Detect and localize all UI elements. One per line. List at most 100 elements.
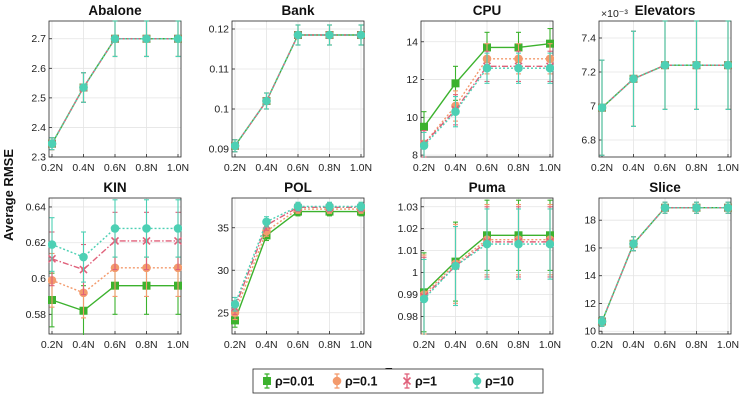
data-point — [420, 122, 428, 131]
x-tick-label: 0.6N — [654, 162, 676, 174]
data-point — [173, 224, 182, 233]
data-point — [723, 203, 732, 213]
series-line — [423, 243, 550, 300]
x-tick-label: 0.2N — [41, 162, 63, 174]
data-point — [545, 63, 554, 73]
panel-elevators: Elevators ×10⁻³ 6.8 7 7.2 7.4 0.2N 0.4N 0.6N 0.8N… — [581, 3, 739, 174]
plot-series — [48, 199, 182, 335]
data-point — [173, 34, 182, 44]
x-tick-label: 0.6N — [104, 339, 126, 351]
panel-title: POL — [284, 180, 312, 195]
y-tick-label: 10 — [406, 112, 418, 124]
x-tick-label: 0.4N — [622, 162, 644, 174]
data-point — [692, 203, 701, 213]
x-tick-label: 0.6N — [104, 162, 126, 174]
data-point — [79, 83, 88, 92]
y-tick-label: 0.6 — [31, 273, 46, 285]
x-tick-label: 0.2N — [413, 339, 435, 351]
x-tick-label: 0.4N — [622, 339, 644, 351]
plot-series — [598, 20, 732, 156]
data-point — [692, 60, 701, 70]
series-4 — [598, 20, 732, 156]
data-point — [723, 60, 732, 70]
data-point — [356, 202, 365, 211]
x-tick-label: 0.6N — [476, 339, 498, 351]
x-tick-label: 0.8N — [685, 339, 707, 351]
y-tick-label: 0.12 — [209, 24, 230, 36]
x-tick-label: 0.8N — [318, 162, 340, 174]
y-tick-label: 7.2 — [581, 67, 596, 79]
panel-cpu: CPU 8 10 12 14 0.2N 0.4N 0.6N 0.8N 1.0N — [406, 3, 561, 174]
data-point — [293, 30, 303, 40]
plot-series — [598, 201, 732, 327]
x-tick-label: 1.0N — [167, 339, 189, 351]
series-line — [234, 34, 361, 147]
x-tick-label: 0.4N — [72, 162, 94, 174]
data-point — [482, 63, 492, 73]
y-tick-label: 1 — [412, 267, 418, 279]
data-point — [325, 30, 334, 40]
series-4 — [231, 201, 365, 312]
panel-puma: Puma 0.98 0.99 1 1.01 1.02 1.03 0.2N 0.4N 0.6N 0.8… — [398, 180, 562, 351]
data-point — [514, 239, 523, 249]
x-tick-label: 0.6N — [287, 162, 309, 174]
x-tick-label: 0.2N — [591, 162, 613, 174]
data-point — [325, 202, 334, 211]
y-tick-label: 2.6 — [31, 63, 46, 75]
data-point — [451, 107, 460, 116]
data-point — [110, 224, 120, 233]
y-tick-label: 30 — [217, 265, 229, 277]
panel-kin: KIN 0.58 0.6 0.62 0.64 0.2N 0.4N 0.6N 0.8N 1.0N — [26, 180, 190, 351]
legend-label: ρ=1 — [415, 375, 437, 389]
data-point — [231, 299, 240, 309]
panel-slice: Slice 10 12 14 16 18 0.2N 0.4N 0.6N 0.8N 1.0N — [584, 180, 739, 351]
y-tick-label: 7 — [590, 101, 596, 113]
legend-entry: ρ=0.01 — [263, 373, 314, 389]
data-point — [262, 217, 271, 227]
plot-series — [420, 199, 554, 335]
x-tick-label: 0.2N — [591, 339, 613, 351]
legend-entry: ρ=10 — [472, 373, 514, 389]
legend-entry: ρ=1 — [402, 373, 437, 389]
series-line — [51, 240, 178, 271]
y-tick-label: 2.3 — [31, 152, 46, 164]
y-tick-label: 8 — [412, 150, 418, 162]
panels: Abalone 2.3 2.4 2.5 2.6 2.7 0.2N 0.4N 0.6N 0.8N 1.… — [26, 3, 740, 351]
x-tick-label: 0.2N — [413, 162, 435, 174]
y-tick-label: 18 — [584, 215, 596, 227]
y-tick-label: 0.99 — [398, 289, 419, 301]
y-tick-label: 7.4 — [581, 33, 596, 45]
y-tick-label: 10 — [584, 326, 596, 338]
legend-entry: ρ=0.1 — [332, 373, 377, 389]
panel-title: Bank — [281, 3, 315, 18]
data-point — [356, 30, 365, 40]
x-tick-label: 0.4N — [72, 339, 94, 351]
series-line — [234, 205, 361, 305]
axis-exponent: ×10⁻³ — [601, 8, 628, 20]
y-tick-label: 2.5 — [31, 92, 46, 104]
x-tick-label: 1.0N — [717, 162, 739, 174]
plot-series — [231, 201, 365, 328]
data-point — [545, 239, 554, 249]
x-tick-label: 1.0N — [539, 162, 561, 174]
data-point — [451, 79, 460, 88]
data-point — [110, 34, 120, 44]
y-tick-label: 16 — [584, 242, 596, 254]
plot-series — [48, 20, 182, 151]
y-tick-label: 2.4 — [31, 122, 46, 134]
y-tick-label: 0.62 — [26, 237, 47, 249]
x-tick-label: 0.6N — [287, 339, 309, 351]
x-tick-label: 1.0N — [539, 339, 561, 351]
data-point — [629, 239, 638, 249]
panel-title: KIN — [103, 180, 126, 195]
x-tick-label: 0.8N — [135, 162, 157, 174]
data-point — [514, 63, 523, 73]
plot-series — [231, 24, 365, 153]
x-tick-label: 0.8N — [507, 339, 529, 351]
data-point — [598, 317, 607, 326]
panel-title: Elevators — [635, 3, 696, 18]
x-tick-label: 0.8N — [318, 339, 340, 351]
x-tick-label: 1.0N — [350, 162, 372, 174]
series-line — [423, 238, 550, 296]
data-point — [142, 34, 151, 44]
